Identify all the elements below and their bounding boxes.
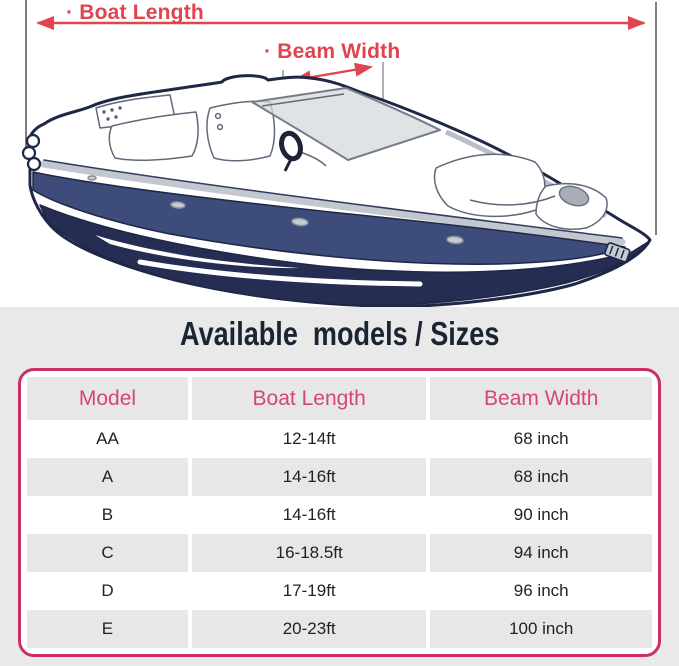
boat-length-label: · Boat Length [66,1,204,24]
bow-cleat [604,242,631,263]
table-cell-beam-width: 94 inch [430,534,652,572]
bow-pad [558,185,590,207]
table-cell-boat-length: 17-19ft [191,572,427,610]
table-cell-model: B [27,496,188,534]
table-cell-beam-width: 100 inch [430,610,652,648]
table-row: AA 12-14ft 68 inch [27,420,652,458]
beam-width-label: · Beam Width [264,40,401,63]
table-row: E 20-23ft 100 inch [27,610,652,648]
boat-illustration [21,0,657,307]
table-row: A 14-16ft 68 inch [27,458,652,496]
size-table: Model Boat Length Beam Width AA 12-14ft … [18,368,661,657]
table-cell-boat-length: 16-18.5ft [191,534,427,572]
boat-diagram: · Boat Length · Beam Width [0,0,679,307]
header-cell-boat-length: Boat Length [191,377,427,420]
dimension-lines [25,0,657,235]
table-cell-boat-length: 14-16ft [191,458,427,496]
table-cell-model: C [27,534,188,572]
section-heading-text: Available models / Sizes [179,315,500,352]
header-cell-beam-width: Beam Width [430,377,652,420]
boat-cockpit [21,87,631,263]
table-cell-boat-length: 20-23ft [191,610,427,648]
table-row: B 14-16ft 90 inch [27,496,652,534]
sizes-section: Available models / Sizes Model Boat Leng… [0,307,679,666]
table-cell-boat-length: 14-16ft [191,496,427,534]
table-cell-model: A [27,458,188,496]
table-cell-beam-width: 68 inch [430,420,652,458]
table-cell-model: AA [27,420,188,458]
header-cell-model: Model [27,377,188,420]
table-row: D 17-19ft 96 inch [27,572,652,610]
table-cell-boat-length: 12-14ft [191,420,427,458]
table-header-row: Model Boat Length Beam Width [27,377,652,420]
table-row: C 16-18.5ft 94 inch [27,534,652,572]
table-cell-model: E [27,610,188,648]
boat-windshield [251,87,441,161]
steering-wheel [279,130,303,172]
table-cell-beam-width: 90 inch [430,496,652,534]
table-cell-beam-width: 68 inch [430,458,652,496]
section-heading: Available models / Sizes [0,307,679,352]
table-cell-beam-width: 96 inch [430,572,652,610]
table-cell-model: D [27,572,188,610]
